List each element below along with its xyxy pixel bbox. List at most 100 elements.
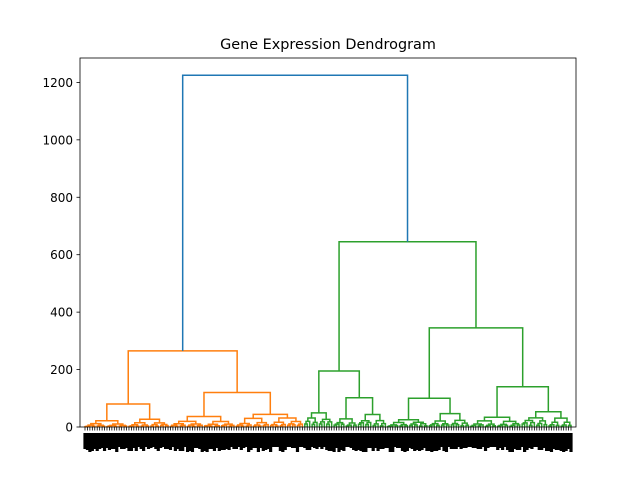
leaf-label	[449, 433, 453, 449]
leaf-label	[312, 433, 317, 448]
dendrogram-link	[253, 424, 261, 427]
dendrogram-link	[119, 424, 127, 427]
dendrogram-link	[291, 424, 296, 427]
leaf-label	[488, 433, 493, 447]
leaf-label	[156, 433, 160, 451]
leaf-label	[305, 433, 309, 450]
leaf-label	[447, 433, 451, 447]
leaf-label	[513, 433, 517, 449]
leaf-label	[398, 433, 402, 448]
leaf-label	[547, 433, 551, 451]
leaf-label	[366, 433, 370, 448]
leaf-label	[107, 433, 112, 450]
leaf-label	[435, 433, 439, 451]
y-tick-label: 1000	[42, 133, 73, 147]
dendrogram-link	[188, 424, 195, 427]
leaf-label	[161, 433, 165, 447]
leaf-label	[132, 433, 136, 448]
leaf-label	[185, 433, 190, 452]
leaf-label	[286, 433, 290, 447]
y-tick-label: 600	[50, 248, 73, 262]
leaf-label	[124, 433, 129, 448]
leaf-label	[325, 433, 329, 450]
leaf-label	[544, 433, 549, 451]
leaf-label	[198, 433, 202, 449]
leaf-label	[349, 433, 353, 448]
leaf-label	[361, 433, 366, 452]
leaf-label	[371, 433, 375, 451]
dendrogram-link	[498, 424, 504, 427]
leaf-label	[396, 433, 400, 448]
dendrogram-link	[451, 422, 459, 425]
leaf-label	[442, 433, 446, 451]
dendrogram-link	[536, 424, 541, 427]
dendrogram-link	[106, 403, 151, 421]
leaf-label	[183, 433, 187, 447]
dendrogram-link	[177, 420, 197, 424]
dendrogram-link	[236, 424, 244, 427]
leaf-label	[100, 433, 104, 448]
dendrogram-link	[485, 424, 492, 427]
leaf-label	[464, 433, 468, 448]
leaf-label	[420, 433, 424, 450]
leaf-label	[376, 433, 380, 451]
leaf-label	[432, 433, 436, 451]
dendrogram-link	[141, 424, 149, 427]
leaf-label	[232, 433, 236, 449]
dendrogram-link	[461, 422, 468, 426]
leaf-label	[530, 433, 534, 449]
leaf-label	[486, 433, 490, 448]
leaf-label	[410, 433, 414, 449]
dendrogram-link	[429, 424, 435, 427]
dendrogram-link	[96, 425, 101, 427]
leaf-label	[251, 433, 256, 448]
dendrogram-link	[153, 422, 166, 425]
leaf-label	[295, 433, 300, 452]
leaf-label	[510, 433, 514, 452]
leaf-label	[334, 433, 339, 448]
leaf-label	[454, 433, 458, 449]
leaf-label	[320, 433, 324, 449]
leaf-label	[225, 433, 229, 449]
leaf-label	[457, 433, 461, 447]
leaf-label	[347, 433, 351, 447]
leaf-label	[508, 433, 512, 452]
dendrogram-link	[304, 423, 308, 427]
leaf-label	[146, 433, 151, 449]
leaf-label	[137, 433, 141, 447]
leaf-label	[144, 433, 148, 447]
leaf-label	[554, 433, 558, 450]
dendrogram-link	[224, 423, 233, 426]
leaf-label	[98, 433, 102, 449]
dendrogram-link	[409, 424, 414, 427]
leaf-label	[195, 433, 199, 448]
leaf-label	[256, 433, 260, 452]
leaf-label	[200, 433, 204, 452]
dendrogram-link	[418, 425, 423, 427]
leaf-label	[542, 433, 546, 448]
dendrogram-link	[326, 423, 330, 427]
leaf-label	[444, 433, 449, 452]
leaf-label	[290, 433, 295, 448]
leaf-label	[503, 433, 507, 447]
dendrogram-link	[365, 423, 370, 427]
dendrogram-link	[528, 424, 533, 427]
y-tick-label: 200	[50, 363, 73, 377]
leaf-label	[112, 433, 116, 449]
dendrogram-link	[151, 423, 158, 427]
dendrogram-link	[318, 370, 361, 413]
leaf-label	[557, 433, 561, 450]
dendrogram-link	[256, 421, 268, 425]
leaf-label	[339, 433, 344, 450]
leaf-label	[374, 433, 378, 448]
leaf-label	[261, 433, 265, 451]
leaf-label	[210, 433, 214, 449]
dendrogram-link	[286, 424, 291, 427]
dendrogram-link	[205, 424, 212, 427]
dendrogram-links	[84, 74, 572, 428]
leaf-label	[149, 433, 153, 448]
leaf-label	[317, 433, 322, 447]
leaf-label	[422, 433, 427, 448]
leaf-label	[452, 433, 456, 449]
leaf-label	[188, 433, 192, 451]
